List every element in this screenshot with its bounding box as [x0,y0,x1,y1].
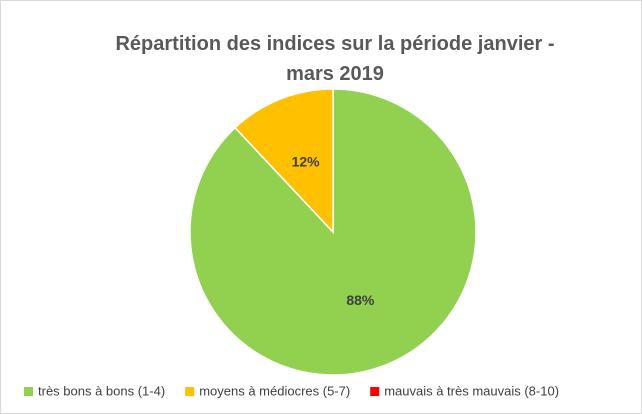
pie-slice [189,88,477,376]
legend-swatch [185,387,195,396]
legend-label: mauvais à très mauvais (8-10) [384,383,559,398]
legend-swatch [24,387,33,396]
legend-swatch [370,387,380,396]
value-label: 12% [292,154,321,170]
legend-label: très bons à bons (1-4) [38,383,165,398]
value-label: 88% [346,292,375,308]
chart-title: Répartition des indices sur la période j… [115,33,554,85]
pie-slice [234,88,334,234]
legend-label: moyens à médiocres (5-7) [199,383,350,398]
